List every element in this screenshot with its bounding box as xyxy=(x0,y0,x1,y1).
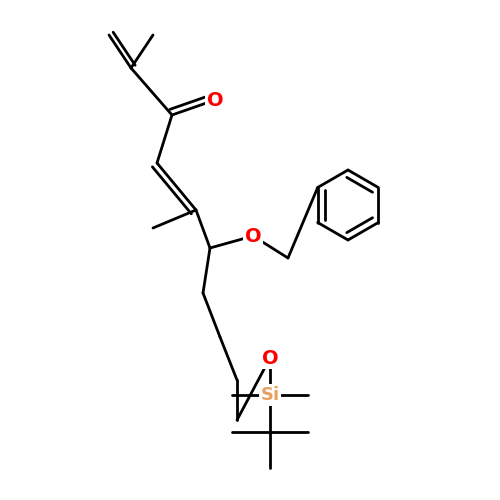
Text: O: O xyxy=(244,226,262,246)
Text: Si: Si xyxy=(260,386,280,404)
Text: O: O xyxy=(206,90,224,110)
Text: O: O xyxy=(262,348,278,368)
